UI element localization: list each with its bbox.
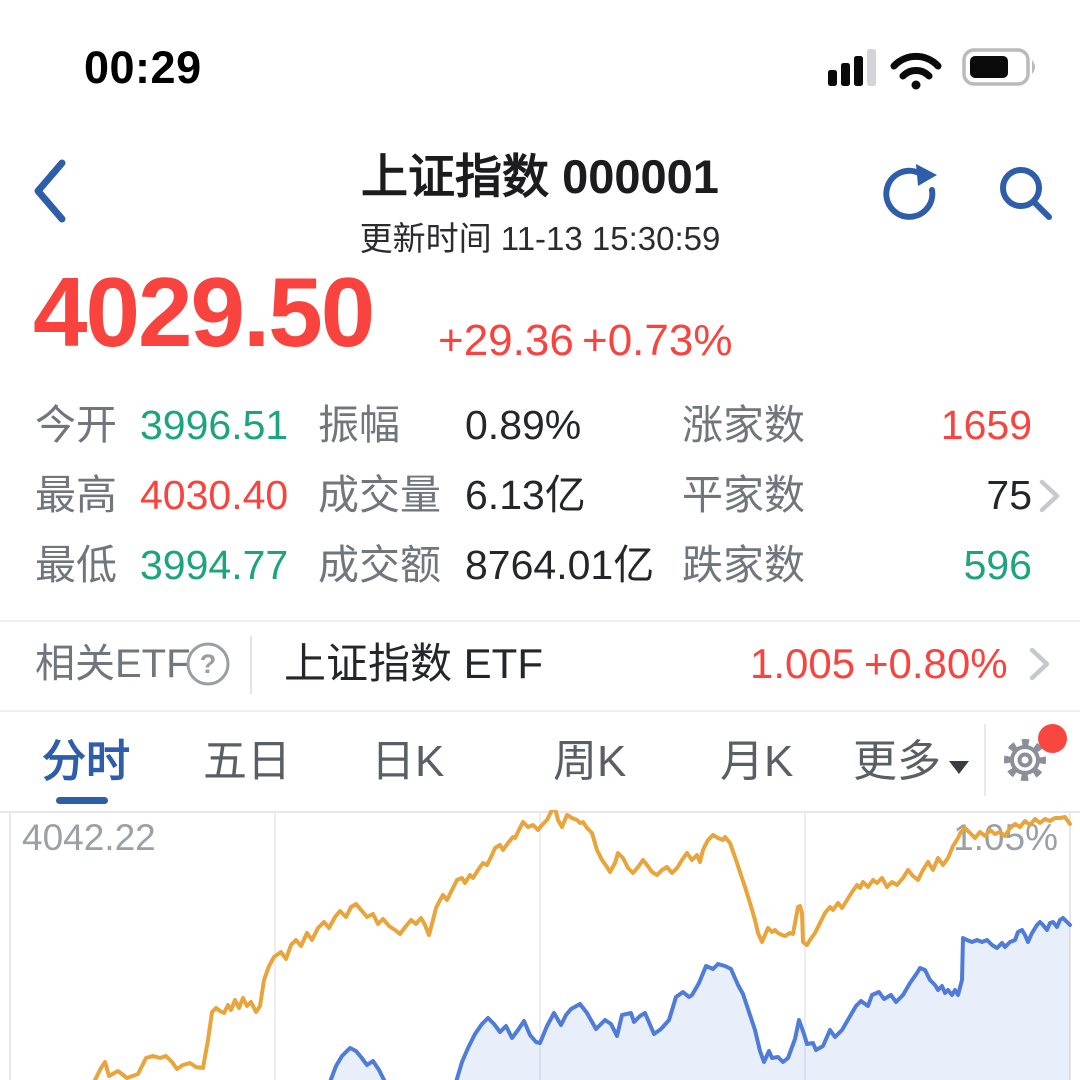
related-etf-label: 相关ETF xyxy=(35,642,191,686)
stat-label-open: 今开 xyxy=(35,402,117,448)
caret-down-icon xyxy=(949,761,969,774)
stat-value-decliners: 596 xyxy=(963,542,1032,588)
wifi-icon xyxy=(890,52,942,90)
etf-name[interactable]: 上证指数 ETF xyxy=(284,640,543,687)
chart-settings-button[interactable] xyxy=(999,734,1051,786)
stat-label-amplitude: 振幅 xyxy=(318,402,400,448)
tabbar-divider xyxy=(984,724,986,796)
tab-five-day[interactable]: 五日 xyxy=(203,737,291,786)
stat-label-volume: 成交量 xyxy=(318,472,441,518)
stat-value-amplitude: 0.89% xyxy=(465,402,582,448)
stat-label-decliners: 跌家数 xyxy=(682,542,805,588)
search-button[interactable] xyxy=(995,162,1055,222)
chevron-left-icon xyxy=(34,159,66,223)
cellular-bars-icon xyxy=(828,49,876,86)
section-divider xyxy=(0,710,1080,712)
stat-value-high: 4030.40 xyxy=(140,472,289,518)
status-time: 00:29 xyxy=(84,42,202,93)
stat-label-turnover: 成交额 xyxy=(318,542,441,588)
refresh-button[interactable] xyxy=(880,162,940,222)
stat-label-high: 最高 xyxy=(35,472,117,518)
stat-value-unchanged: 75 xyxy=(986,472,1032,518)
price-change: +29.36 xyxy=(438,316,574,365)
stat-label-unchanged: 平家数 xyxy=(682,472,805,518)
stat-value-open: 3996.51 xyxy=(140,402,289,448)
tab-daily-k[interactable]: 日K xyxy=(371,737,445,786)
etf-link-button[interactable] xyxy=(1028,646,1052,682)
stat-value-turnover: 8764.01亿 xyxy=(465,542,655,588)
stats-expand-button[interactable] xyxy=(1038,478,1062,514)
back-button[interactable] xyxy=(30,158,70,224)
minute-chart-svg[interactable] xyxy=(0,810,1080,1080)
status-icons xyxy=(828,48,1035,90)
active-tab-underline xyxy=(56,797,108,804)
update-time: 更新时间 11-13 15:30:59 xyxy=(359,220,721,257)
gear-icon xyxy=(1004,739,1046,781)
section-divider xyxy=(0,620,1080,622)
etf-divider xyxy=(250,636,252,694)
nav-center: 上证指数 000001 更新时间 11-13 15:30:59 xyxy=(0,150,1080,260)
chevron-right-icon xyxy=(1029,647,1050,681)
battery-icon xyxy=(962,48,1035,86)
question-circle-icon: ? xyxy=(186,642,230,686)
stat-value-low: 3994.77 xyxy=(140,542,289,588)
chart-y-max-label: 4042.22 xyxy=(22,817,156,858)
last-price: 4029.50 xyxy=(33,257,375,367)
tab-weekly-k[interactable]: 周K xyxy=(553,737,627,786)
svg-text:?: ? xyxy=(200,649,217,679)
stat-label-low: 最低 xyxy=(35,542,117,588)
tab-monthly-k[interactable]: 月K xyxy=(720,737,794,786)
search-icon xyxy=(1000,167,1052,220)
etf-price: 1.005 xyxy=(750,640,856,687)
stat-value-volume: 6.13亿 xyxy=(465,472,586,518)
chevron-right-icon xyxy=(1039,479,1060,513)
page-title: 上证指数 000001 xyxy=(361,150,719,203)
stat-label-advancers: 涨家数 xyxy=(682,402,805,448)
tab-more[interactable]: 更多 xyxy=(853,734,969,790)
price-change-percent: +0.73% xyxy=(582,316,733,365)
tab-minute[interactable]: 分时 xyxy=(42,737,130,786)
etf-change-percent: +0.80% xyxy=(864,640,1008,687)
notification-dot xyxy=(1038,724,1067,753)
refresh-icon xyxy=(883,164,937,220)
stat-value-advancers: 1659 xyxy=(940,402,1032,448)
etf-help-button[interactable]: ? xyxy=(184,640,232,688)
